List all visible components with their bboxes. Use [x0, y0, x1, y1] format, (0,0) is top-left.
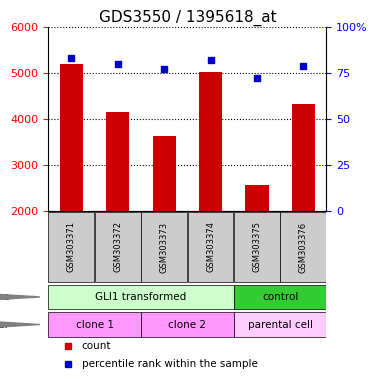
Title: GDS3550 / 1395618_at: GDS3550 / 1395618_at: [99, 9, 276, 25]
Text: percentile rank within the sample: percentile rank within the sample: [82, 359, 257, 369]
Bar: [48, 285, 234, 310]
Bar: [234, 212, 280, 282]
Text: GLI1 transformed: GLI1 transformed: [95, 292, 187, 302]
Bar: [141, 212, 187, 282]
Polygon shape: [0, 317, 40, 332]
Point: [208, 57, 214, 63]
Point: [161, 66, 167, 72]
Bar: [60, 64, 83, 211]
Bar: [49, 212, 94, 282]
Bar: [141, 312, 234, 337]
Bar: [280, 212, 326, 282]
Text: clone 2: clone 2: [168, 319, 206, 329]
Text: cell type: cell type: [0, 292, 9, 302]
Bar: [199, 73, 222, 211]
Text: parental cell: parental cell: [247, 319, 313, 329]
Text: GSM303376: GSM303376: [299, 222, 308, 273]
Bar: [188, 212, 233, 282]
Bar: [95, 212, 141, 282]
Text: GSM303372: GSM303372: [113, 222, 122, 273]
Bar: [152, 136, 176, 211]
Bar: [234, 312, 326, 337]
Bar: [234, 285, 326, 310]
Text: other: other: [0, 319, 9, 329]
Point: [69, 55, 75, 61]
Point: [301, 63, 306, 69]
Text: GSM303373: GSM303373: [160, 222, 169, 273]
Text: GSM303375: GSM303375: [252, 222, 262, 273]
Bar: [48, 312, 141, 337]
Polygon shape: [0, 289, 40, 305]
Text: clone 1: clone 1: [76, 319, 114, 329]
Bar: [245, 185, 269, 211]
Text: control: control: [262, 292, 298, 302]
Point: [115, 61, 121, 67]
Bar: [292, 104, 315, 211]
Bar: [106, 112, 129, 211]
Point: [254, 75, 260, 81]
Text: GSM303371: GSM303371: [67, 222, 76, 273]
Text: count: count: [82, 341, 111, 351]
Text: GSM303374: GSM303374: [206, 222, 215, 273]
